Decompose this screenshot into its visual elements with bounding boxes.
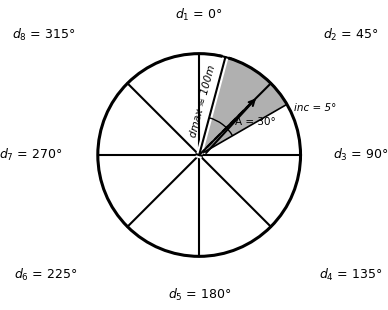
Wedge shape [199,57,287,155]
Text: $d_2$ = 45°: $d_2$ = 45° [323,27,378,43]
Text: inc = 5°: inc = 5° [294,103,337,113]
Text: dmax ≈ 100m: dmax ≈ 100m [188,64,217,139]
Text: $d_3$ = 90°: $d_3$ = 90° [333,147,388,163]
Text: $d_7$ = 270°: $d_7$ = 270° [0,147,62,163]
Text: A = 30°: A = 30° [235,117,276,127]
Text: $d_8$ = 315°: $d_8$ = 315° [12,27,76,43]
Text: $d_6$ = 225°: $d_6$ = 225° [14,267,78,283]
Text: $d_5$ = 180°: $d_5$ = 180° [168,287,231,303]
Text: $d_1$ = 0°: $d_1$ = 0° [175,7,223,23]
Text: $d_4$ = 135°: $d_4$ = 135° [319,267,382,283]
